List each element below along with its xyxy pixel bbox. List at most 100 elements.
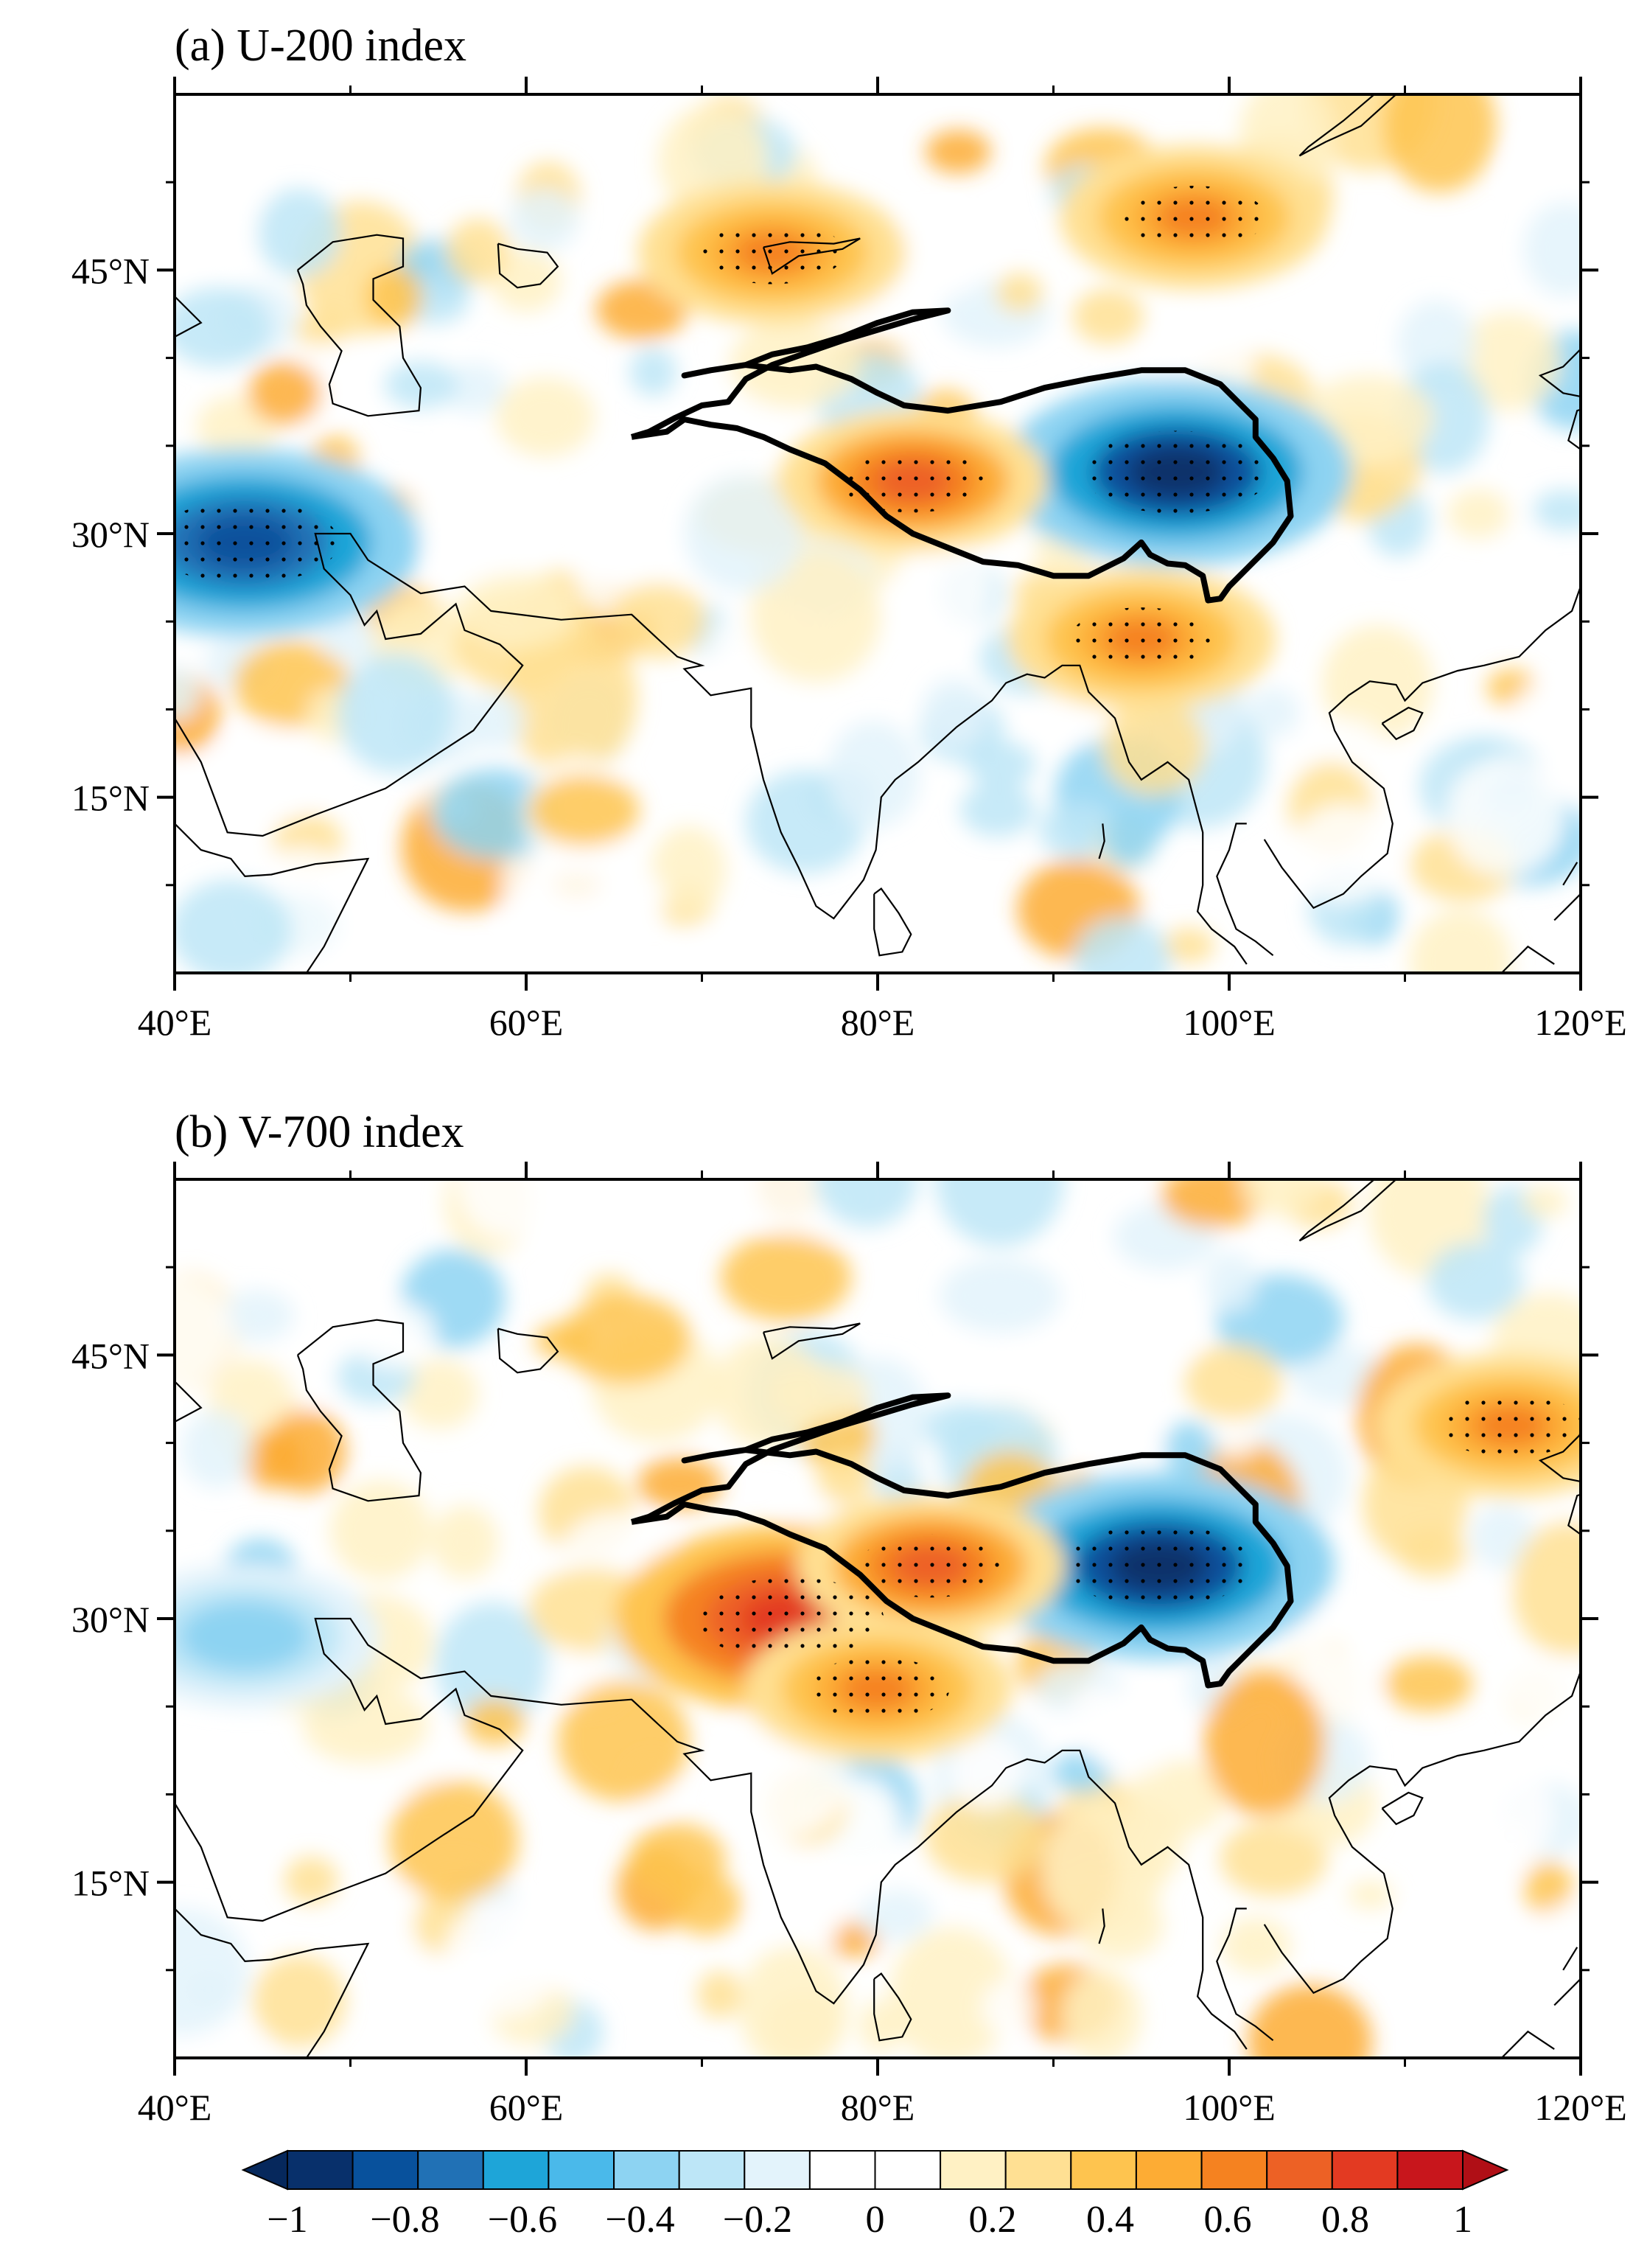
coastline-segment (175, 1381, 203, 1423)
tibetan-plateau-boundary (630, 307, 1294, 604)
field-patch (175, 665, 200, 720)
coastline-segment (1098, 1908, 1105, 1944)
significance-stippling (1438, 1393, 1581, 1457)
field-patch (1083, 1690, 1183, 1776)
lat-tick-label: 15°N (71, 778, 150, 819)
coastline-segment (1263, 1669, 1581, 1995)
colorbar-swatch (613, 2150, 680, 2190)
field-patch (720, 1233, 852, 1322)
coastline-segment (1538, 1433, 1581, 1536)
panel-b: (b) V-700 index 45°N 30°N 15°N 40°E 60°E 80°E… (71, 1107, 1627, 2128)
field-patch (1126, 1759, 1227, 1837)
coastline-segment (1538, 348, 1581, 451)
colorbar-swatch (417, 2150, 484, 2190)
field-patch (1442, 1813, 1536, 1881)
coastline-segment (296, 234, 422, 417)
field-patch (1509, 139, 1576, 200)
field-patch (441, 363, 507, 414)
field-patch (967, 741, 1036, 789)
significance-stippling (700, 220, 845, 285)
significance-stippling (175, 500, 339, 584)
field-patch (1184, 1344, 1282, 1421)
field-patch (207, 727, 332, 823)
field-patch (1241, 1179, 1322, 1216)
field-patch (637, 1457, 723, 1510)
field-patch (1347, 1880, 1394, 1910)
field-patch (175, 879, 292, 973)
field-patch (1455, 313, 1561, 411)
colorbar-swatch (874, 2150, 942, 2190)
field-patch (769, 1362, 870, 1425)
field-patch (528, 774, 640, 847)
field-patch (508, 188, 579, 251)
field-patch (827, 721, 920, 829)
panel-b-coastline (175, 1179, 1581, 2058)
field-patch (400, 1358, 479, 1429)
field-patch (175, 1274, 234, 1389)
field-patch (330, 1480, 432, 1580)
coastline-segment (175, 532, 1248, 965)
tibetan-plateau-boundary (630, 1392, 1294, 1689)
field-patch (996, 273, 1043, 313)
field-patch (446, 218, 511, 284)
field-patch (464, 1697, 525, 1746)
lat-tick-label: 15°N (71, 1863, 150, 1904)
field-patch (302, 1686, 430, 1765)
panel-a: (a) U-200 index 45°N 30°N 15°N 40°E 60°E 80°E… (71, 21, 1627, 1043)
field-patch (354, 1300, 437, 1369)
coastline-segment (873, 1972, 912, 2042)
field-patch (1409, 909, 1512, 973)
field-patch (1220, 1821, 1328, 1897)
field-patch (253, 1955, 346, 2047)
coastline-segment (1553, 1978, 1581, 2006)
lon-tick-label: 80°E (841, 1002, 915, 1043)
coastline-segment (1562, 1947, 1578, 1971)
field-patch (442, 1900, 562, 2018)
field-patch (609, 582, 707, 659)
colorbar-under-arrow (241, 2149, 288, 2191)
field-patch (1506, 1655, 1581, 1722)
colorbar-label: 1 (1453, 2199, 1472, 2241)
field-patch (175, 287, 273, 367)
field-patch (950, 1735, 1024, 1811)
field-patch (365, 266, 423, 329)
coastline-segment (873, 887, 912, 957)
field-patch (682, 932, 730, 973)
field-patch (981, 1980, 1036, 2037)
colorbar-swatch (287, 2150, 354, 2190)
field-patch (1447, 489, 1510, 539)
panel-b-field (175, 1179, 1581, 2058)
colorbar-label: −0.8 (370, 2199, 439, 2241)
colorbar-swatch (1200, 2150, 1268, 2190)
colorbar-label: 0.4 (1086, 2199, 1134, 2241)
lat-tick-label: 30°N (71, 514, 150, 555)
field-patch (384, 361, 458, 409)
field-patch (1532, 489, 1581, 531)
field-patch (1511, 1521, 1581, 1656)
field-patch (606, 871, 667, 923)
field-patch (696, 1970, 742, 2019)
field-patch (181, 1410, 253, 1489)
field-patch (318, 621, 385, 662)
coastline-segment (762, 1322, 861, 1360)
field-patch (284, 1856, 338, 1904)
colorbar-label: 0 (866, 2199, 885, 2241)
field-patch (1041, 1800, 1165, 1936)
field-patch (456, 573, 579, 648)
colorbar-label: 0.6 (1204, 2199, 1252, 2241)
field-patch (267, 1179, 344, 1223)
field-patch (1382, 94, 1497, 193)
field-patch (671, 1873, 742, 1936)
field-patch (1383, 1656, 1473, 1712)
coastline-segment (497, 242, 559, 289)
lat-tick-label: 45°N (71, 1335, 150, 1376)
field-patch (1470, 1504, 1536, 1570)
field-patch (1162, 927, 1215, 963)
field-patch (1204, 1670, 1326, 1816)
field-patch (435, 1602, 550, 1727)
colorbar-swatch (1135, 2150, 1203, 2190)
field-patch (389, 1780, 519, 1902)
field-patch (1062, 1969, 1142, 2058)
field-patch (629, 347, 677, 397)
